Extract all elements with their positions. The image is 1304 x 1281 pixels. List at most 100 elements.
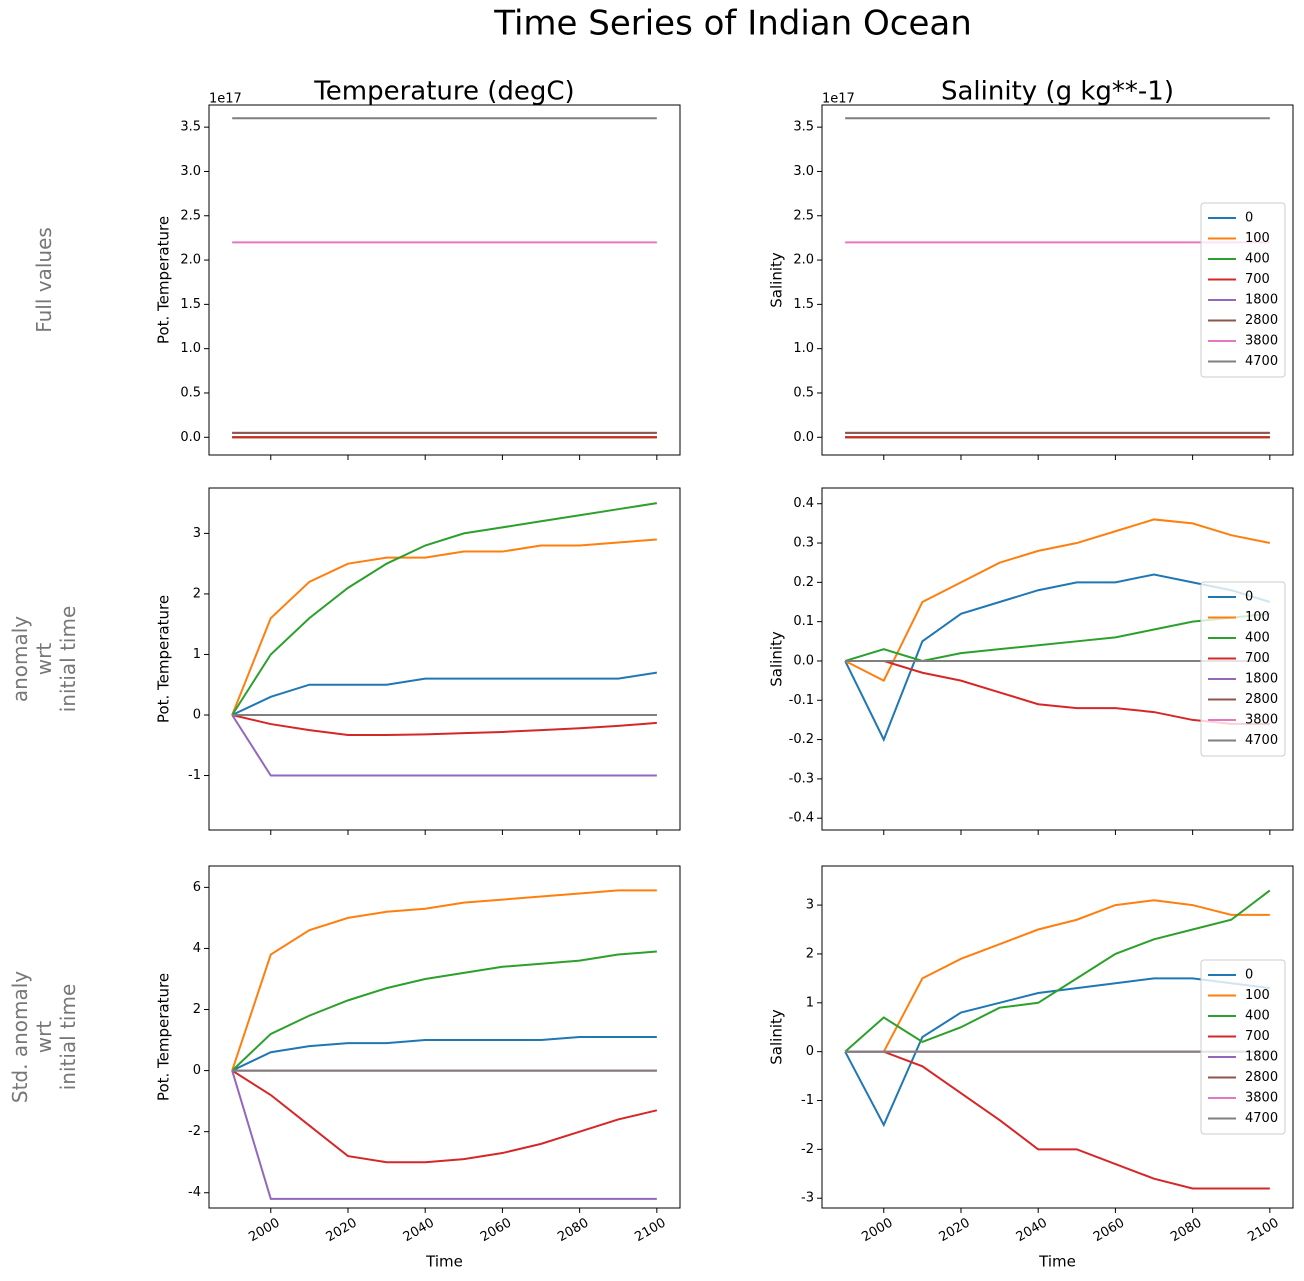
series-line [231,1069,658,1164]
x-tick-label: 2020 [324,1216,360,1246]
y-tick-label: 0 [806,1044,814,1059]
legend-label: 4700 [1245,1111,1278,1126]
y-tick-label: 1.5 [180,297,201,312]
y-tick-label: 2 [193,586,201,601]
series-line [231,950,657,1072]
series-line [231,538,657,716]
row-label: Full values [32,227,56,333]
series-line [844,612,1270,663]
row-label-line: Std. anomaly [8,971,32,1103]
legend-label: 400 [1245,1009,1270,1024]
series-line [844,889,1271,1053]
legend-box [1200,202,1286,378]
legend-label: 400 [1245,631,1270,646]
row-label-line: Full values [32,227,56,333]
legend-box [1200,959,1286,1135]
y-axis-label: Pot. Temperature [155,595,173,723]
x-tick-label: 2040 [401,1216,437,1246]
axes-frame [821,487,1294,831]
legend-label: 100 [1245,988,1270,1003]
y-tick-label: 0.0 [793,430,814,445]
y-tick-label: -1 [801,1093,814,1108]
row-label: Std. anomalywrtinitial time [8,971,80,1103]
x-tick-label: 2000 [246,1216,282,1246]
y-tick-label: -0.4 [789,811,814,826]
y-tick-label: -3 [801,1191,814,1206]
y-tick-label: 3.5 [793,120,814,135]
y-tick-label: -0.1 [789,693,814,708]
series-line [231,1070,657,1200]
legend-label: 0 [1245,211,1253,226]
y-tick-label: 3 [806,898,814,913]
y-tick-label: 0.0 [793,653,814,668]
y-tick-label: 2.5 [180,208,201,223]
legend-label: 3800 [1245,713,1278,728]
legend-label: 700 [1245,651,1270,666]
y-tick-label: 1.0 [793,341,814,356]
legend-label: 4700 [1245,354,1278,369]
legend-label: 700 [1245,1029,1270,1044]
row-label-line: initial time [56,984,80,1091]
legend-label: 2800 [1245,313,1278,328]
series-line [231,714,657,736]
y-tick-label: 0.5 [180,385,201,400]
row-label-line: initial time [56,606,80,713]
y-tick-label: -4 [188,1185,201,1200]
y-tick-label: 4 [193,941,201,956]
x-tick-label: 2080 [555,1216,591,1246]
y-axis-label: Salinity [768,1009,786,1065]
series-line [845,659,1270,725]
y-tick-label: 2.5 [793,208,814,223]
legend-box [1200,581,1286,757]
legend-label: 2800 [1245,1070,1278,1085]
x-axis-label: Time [1038,1253,1076,1271]
legend-label: 0 [1245,590,1253,605]
y-tick-label: -2 [801,1142,814,1157]
series-line [844,573,1271,743]
legend-label: 2800 [1245,692,1278,707]
series-line [845,899,1270,1053]
y-tick-label: 6 [193,880,201,895]
series-line [845,1050,1270,1190]
legend-label: 700 [1245,272,1270,287]
y-tick-label: 0.0 [180,430,201,445]
row-label-line: wrt [32,1021,56,1054]
y-tick-label: 2 [806,946,814,961]
y-tick-label: 0 [193,707,201,722]
y-tick-label: 3.0 [793,164,814,179]
y-tick-label: -0.2 [789,732,814,747]
y-axis-label: Pot. Temperature [155,973,173,1101]
series-line [231,889,657,1071]
x-tick-label: 2080 [1168,1216,1204,1246]
y-tick-label: 0.1 [793,614,814,629]
series-line [231,502,657,716]
series-line [231,671,657,716]
x-tick-label: 2000 [859,1216,895,1246]
series-line [844,518,1271,682]
x-tick-label: 2020 [937,1216,973,1246]
x-axis-label: Time [425,1253,463,1271]
legend-label: 4700 [1245,733,1278,748]
x-tick-label: 2060 [1091,1216,1127,1246]
legend-label: 3800 [1245,334,1278,349]
legend-label: 1800 [1245,672,1278,687]
x-tick-label: 2100 [632,1216,668,1246]
y-tick-label: 0.3 [793,536,814,551]
legend-label: 1800 [1245,1050,1278,1065]
y-tick-label: 2 [193,1002,201,1017]
x-tick-label: 2060 [478,1216,514,1246]
y-tick-label: 0 [193,1063,201,1078]
legend-label: 3800 [1245,1091,1278,1106]
legend-label: 400 [1245,252,1270,267]
row-label-line: wrt [32,643,56,676]
row-label: anomalywrtinitial time [8,606,80,713]
y-tick-label: 2.0 [180,253,201,268]
y-tick-label: 3 [193,526,201,541]
legend-label: 1800 [1245,293,1278,308]
y-tick-label: 3.0 [180,164,201,179]
y-tick-label: 1.5 [793,297,814,312]
legend-label: 100 [1245,610,1270,625]
y-tick-label: 1 [806,995,814,1010]
